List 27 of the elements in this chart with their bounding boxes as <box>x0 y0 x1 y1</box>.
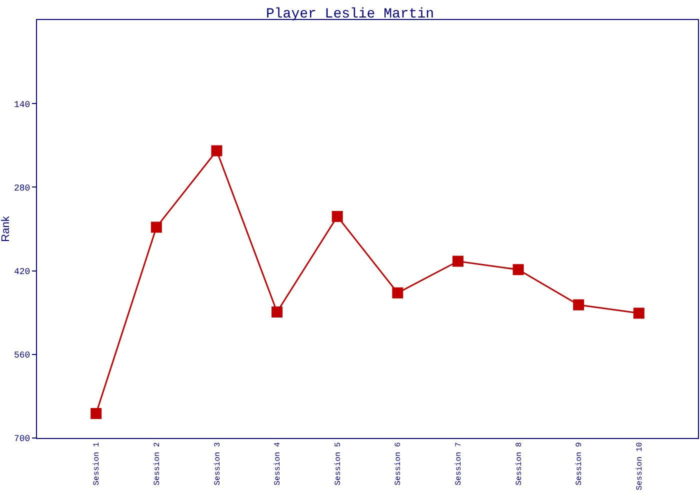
y-tick-label: 420 <box>14 266 30 277</box>
y-tick-label: 140 <box>14 100 30 110</box>
x-tick-label: Session 7 <box>454 442 464 486</box>
point <box>211 145 222 156</box>
point <box>512 264 524 276</box>
point <box>150 222 162 233</box>
x-tick-label: Session 9 <box>575 442 584 486</box>
y-tick-label: 700 <box>14 434 30 444</box>
point <box>332 210 343 222</box>
y-axis-title: Rank <box>0 216 12 242</box>
x-tick-label: Session 4 <box>274 442 283 486</box>
point <box>272 306 283 318</box>
y-tick-label: 280 <box>14 183 30 194</box>
x-tick-label: Session 6 <box>394 442 404 486</box>
x-tick-label: Session 5 <box>334 442 343 486</box>
point <box>392 287 404 298</box>
y-tick-label: 560 <box>14 350 30 361</box>
x-tick-label: Session 8 <box>514 442 524 486</box>
point <box>633 308 644 319</box>
point <box>573 299 584 310</box>
x-tick-label: Session 3 <box>213 442 222 486</box>
chart-title: Player Leslie Martin <box>266 6 434 22</box>
point <box>452 256 464 267</box>
x-tick-label: Session 1 <box>92 442 102 486</box>
x-tick-label: Session 10 <box>636 442 644 490</box>
x-tick-label: Session 2 <box>153 442 162 486</box>
point <box>90 408 102 420</box>
